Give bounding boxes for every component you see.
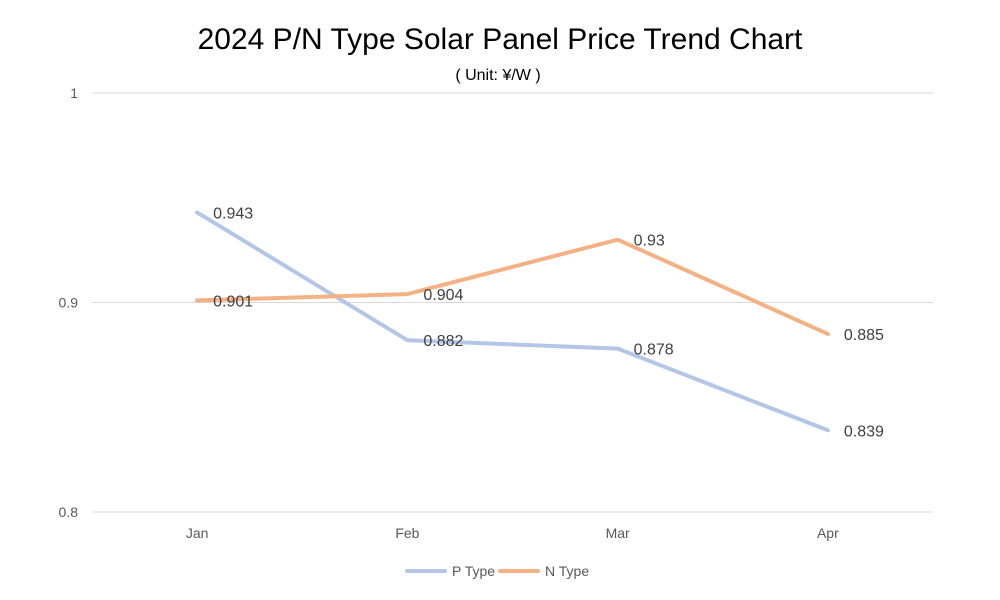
x-tick-label: Mar xyxy=(606,525,630,541)
legend-label: N Type xyxy=(545,563,589,579)
data-label: 0.904 xyxy=(423,287,463,304)
data-label: 0.93 xyxy=(634,233,665,250)
y-tick-label: 0.8 xyxy=(59,504,79,520)
data-label: 0.901 xyxy=(213,293,253,310)
series-line-n-type xyxy=(195,237,830,336)
data-label: 0.878 xyxy=(634,342,674,359)
x-tick-label: Feb xyxy=(395,525,419,541)
x-tick-label: Jan xyxy=(186,525,209,541)
chart-title: 2024 P/N Type Solar Panel Price Trend Ch… xyxy=(198,23,803,56)
data-label: 0.839 xyxy=(844,423,884,440)
chart-subtitle: ( Unit: ¥/W ) xyxy=(455,67,540,84)
series-line-p-type xyxy=(195,210,830,433)
legend-label: P Type xyxy=(452,563,495,579)
x-tick-label: Apr xyxy=(817,525,839,541)
y-tick-label: 0.9 xyxy=(59,295,79,311)
data-label: 0.882 xyxy=(423,333,463,350)
data-label: 0.885 xyxy=(844,327,884,344)
data-label: 0.943 xyxy=(213,205,253,222)
y-tick-label: 1 xyxy=(70,85,78,101)
